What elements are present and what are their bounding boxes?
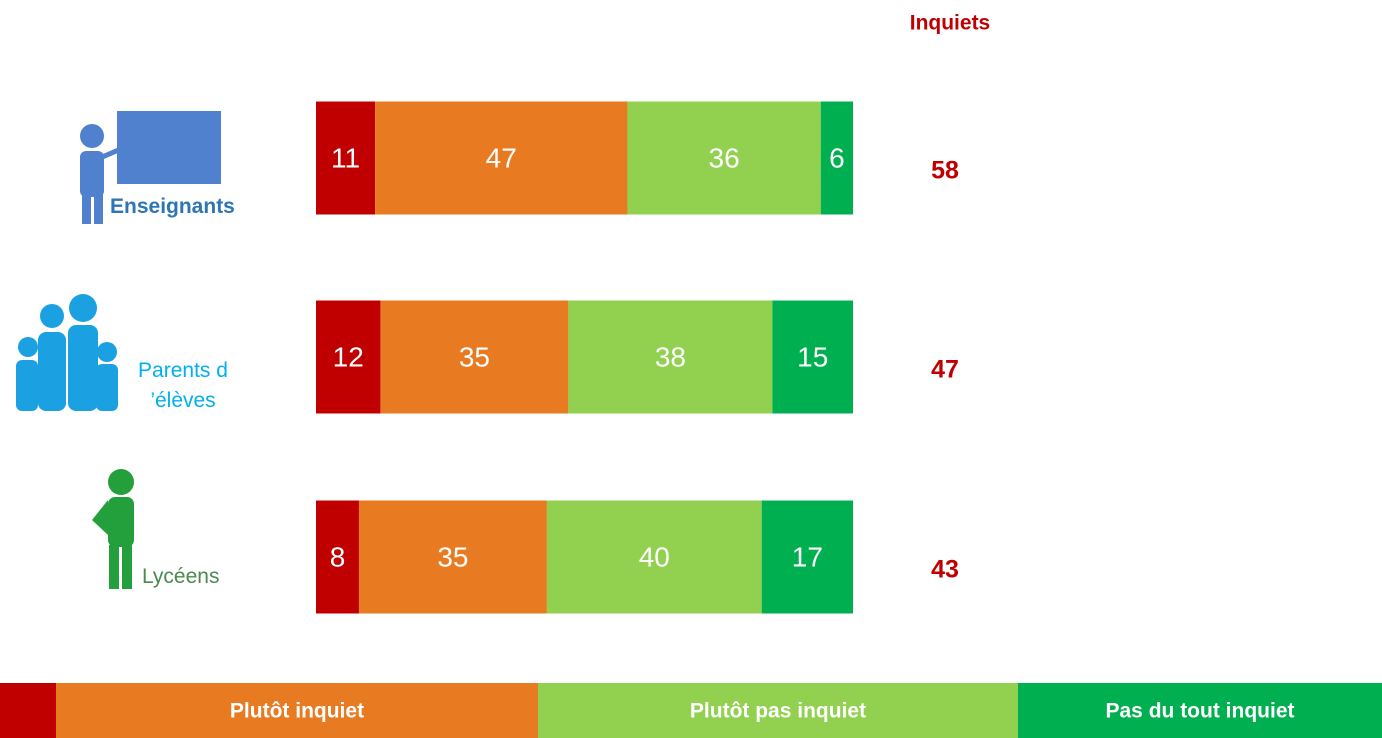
bar-segment bbox=[568, 300, 773, 414]
bar-segment bbox=[627, 101, 821, 215]
student-icon bbox=[92, 469, 134, 589]
value-label: 38 bbox=[655, 341, 686, 372]
bar-segment bbox=[316, 300, 381, 414]
total-label: 58 bbox=[931, 157, 959, 185]
value-label: 12 bbox=[333, 341, 364, 372]
value-label: 6 bbox=[829, 142, 845, 173]
value-label: 35 bbox=[437, 541, 468, 572]
parents-icon bbox=[16, 294, 118, 411]
value-label: 8 bbox=[330, 541, 346, 572]
bar-segment bbox=[546, 500, 762, 614]
total-label: 47 bbox=[931, 356, 959, 384]
category-label: Enseignants bbox=[110, 195, 235, 218]
value-label: 47 bbox=[486, 142, 517, 173]
bar-segment bbox=[316, 101, 376, 215]
totals-title: Inquiets bbox=[910, 12, 991, 35]
bar-segment bbox=[316, 500, 359, 614]
bar-segment bbox=[761, 500, 853, 614]
category-label: Parents d ’élèves bbox=[138, 359, 228, 412]
bar-segment bbox=[375, 101, 628, 215]
legend-swatch bbox=[538, 683, 1018, 738]
legend-label: Plutôt inquiet bbox=[230, 700, 364, 723]
total-label: 43 bbox=[931, 556, 959, 584]
bar-segment bbox=[820, 101, 853, 215]
value-label: 17 bbox=[792, 541, 823, 572]
value-label: 15 bbox=[797, 341, 828, 372]
bar-segment bbox=[772, 300, 853, 414]
legend-swatch bbox=[56, 683, 538, 738]
teacher-icon bbox=[80, 111, 221, 224]
value-label: 36 bbox=[709, 142, 740, 173]
bar-segment bbox=[380, 300, 569, 414]
category-label: Lycéens bbox=[142, 565, 220, 588]
legend-swatch bbox=[0, 683, 56, 738]
legend-label: Pas du tout inquiet bbox=[1106, 700, 1295, 723]
bar-segment bbox=[358, 500, 547, 614]
legend-label: Plutôt pas inquiet bbox=[690, 700, 866, 723]
value-label: 40 bbox=[639, 541, 670, 572]
value-label: 35 bbox=[459, 341, 490, 372]
value-label: 11 bbox=[331, 142, 360, 173]
legend-swatch bbox=[1018, 683, 1382, 738]
